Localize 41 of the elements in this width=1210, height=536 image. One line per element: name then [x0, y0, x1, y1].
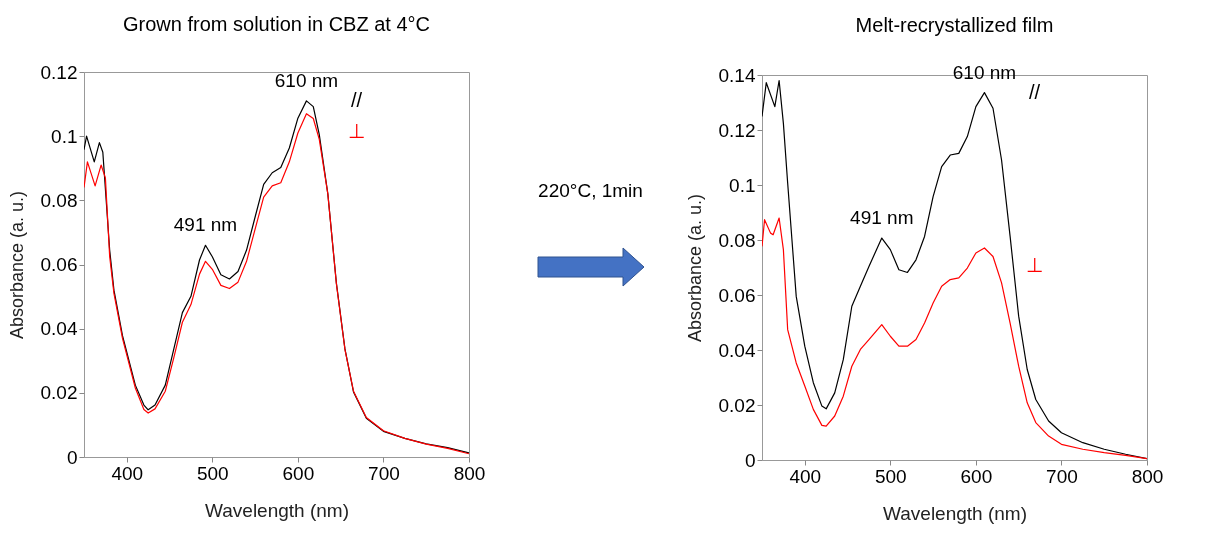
x-tick-label: 700 [1046, 465, 1078, 487]
x-tick-label: 600 [282, 462, 315, 484]
y-tick-label: 0.14 [718, 64, 756, 86]
y-tick-label: 0.02 [718, 394, 756, 416]
series-label: ⊥ [347, 119, 365, 142]
x-tick-label: 400 [111, 462, 144, 484]
x-tick-label: 400 [789, 465, 822, 487]
x-tick-label: 600 [960, 465, 993, 487]
y-tick-label: 0.08 [718, 229, 756, 251]
annotation: 491 nm [173, 214, 238, 236]
y-axis-title: Absorbance (a. u.) [6, 190, 27, 340]
chart-title: Melt-recrystallized film [855, 13, 1054, 36]
y-tick-label: 0.12 [40, 61, 78, 83]
y-tick-label: 0.12 [718, 119, 756, 141]
y-tick-label: 0 [744, 449, 756, 471]
y-tick-label: 0.06 [718, 284, 756, 306]
annotation: 610 nm [952, 61, 1017, 83]
y-tick-label: 0 [66, 446, 78, 468]
y-tick-label: 0.04 [40, 318, 78, 340]
chart-title: Grown from solution in CBZ at 4°C [123, 13, 430, 35]
y-tick-label: 0.06 [40, 254, 78, 275]
x-axis-title: Wavelength (nm) [883, 502, 1027, 524]
y-tick-label: 0.1 [729, 174, 756, 196]
line-series [762, 79, 1147, 460]
series-label: // [1028, 80, 1041, 103]
x-tick-label: 700 [368, 462, 400, 484]
text: 220°C, 1min [538, 180, 643, 202]
y-tick-label: 0.02 [40, 382, 78, 404]
x-tick-label: 800 [453, 462, 486, 484]
y-tick-label: 0.1 [51, 125, 78, 147]
y-tick-label: 0.08 [40, 189, 78, 211]
x-axis-title: Wavelength (nm) [205, 499, 349, 521]
x-tick-label: 800 [1131, 465, 1164, 487]
series-label: ⊥ [1025, 253, 1043, 276]
y-axis-title: Absorbance (a. u.) [684, 193, 705, 343]
annotation: 491 nm [850, 207, 914, 229]
y-tick-label: 0.04 [718, 339, 756, 361]
x-tick-label: 500 [196, 462, 229, 484]
series-label: // [350, 88, 363, 111]
annotation: 610 nm [274, 69, 339, 91]
x-tick-label: 500 [874, 465, 907, 487]
